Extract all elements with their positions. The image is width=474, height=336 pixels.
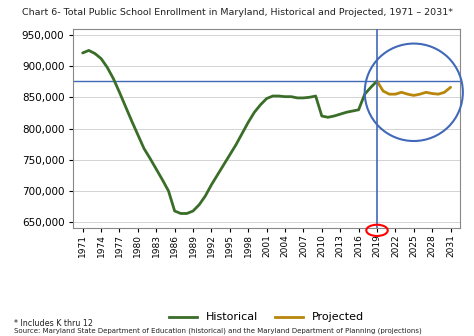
Text: Chart 6- Total Public School Enrollment in Maryland, Historical and Projected, 1: Chart 6- Total Public School Enrollment … (21, 8, 453, 17)
Legend: Historical, Projected: Historical, Projected (165, 308, 368, 327)
Text: * Includes K thru 12: * Includes K thru 12 (14, 319, 93, 328)
Text: Source: Maryland State Department of Education (historical) and the Maryland Dep: Source: Maryland State Department of Edu… (14, 328, 422, 334)
